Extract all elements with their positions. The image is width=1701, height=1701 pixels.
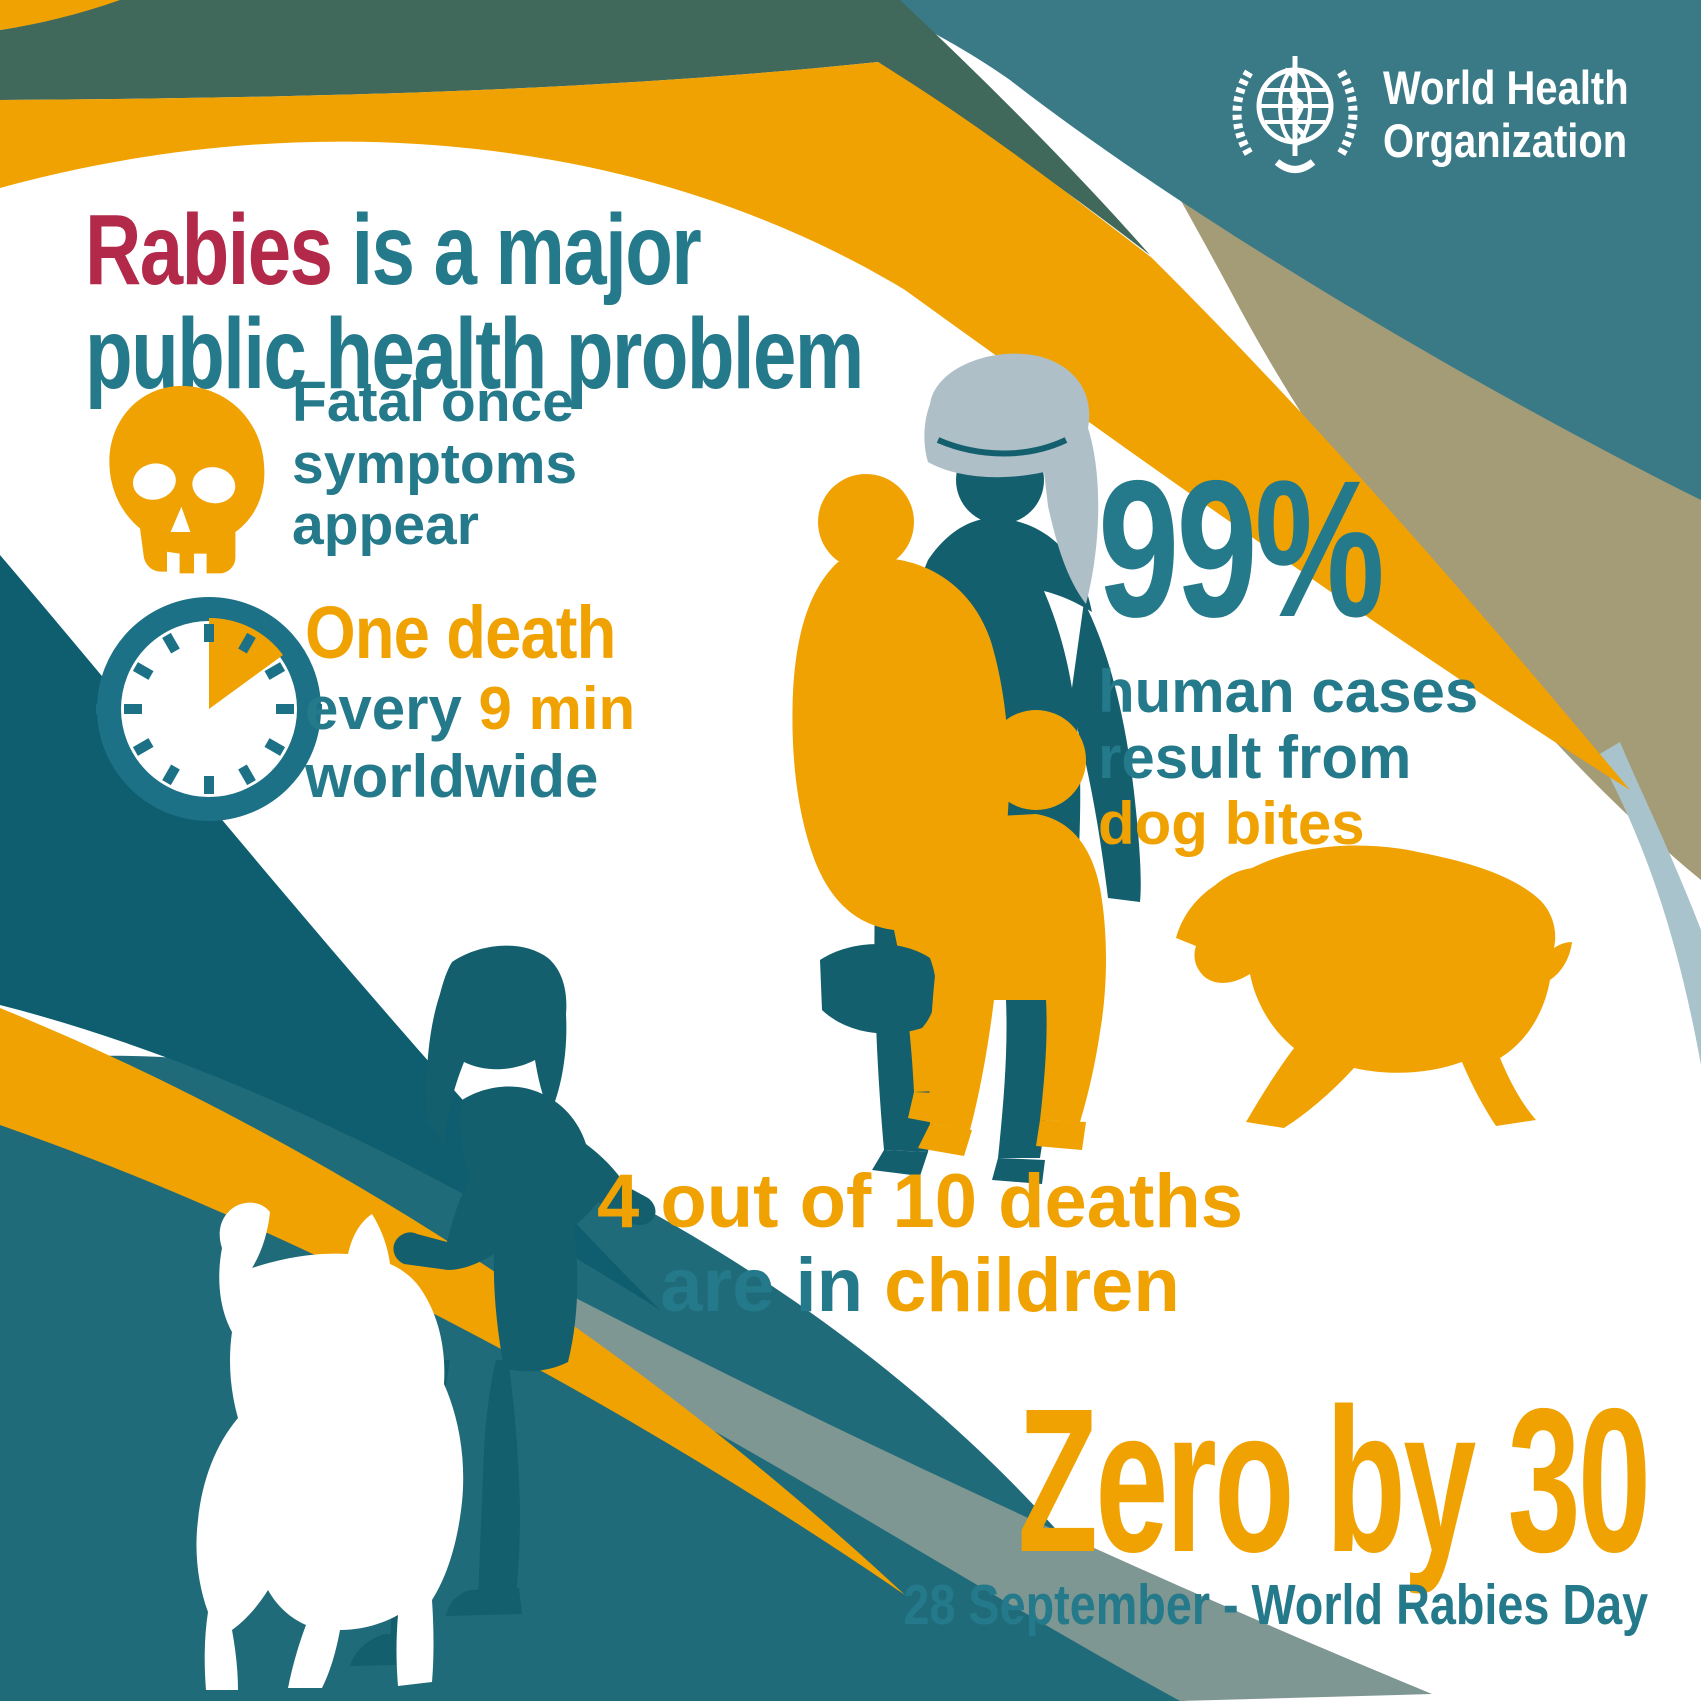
fact-dog-bites: 99% human cases result from dog bites bbox=[1098, 452, 1478, 857]
campaign-slogan: Zero by 30 bbox=[1017, 1366, 1650, 1595]
clock-wedge bbox=[209, 617, 283, 709]
dog-bites-stat: 99% bbox=[1098, 440, 1385, 658]
clock-ticks bbox=[96, 624, 322, 794]
title-highlight-word: Rabies bbox=[85, 194, 333, 306]
mother-hand-under-baby bbox=[820, 943, 937, 1034]
snake bbox=[1283, 67, 1306, 147]
page-title: Rabies is a major public health problem bbox=[85, 198, 864, 410]
corner-orange-sliver bbox=[0, 0, 120, 30]
campaign-date: 28 September - World Rabies Day bbox=[903, 1573, 1648, 1637]
skull-eye-right bbox=[192, 467, 236, 504]
fact-frequency-text: One death every 9 min worldwide bbox=[305, 590, 658, 811]
headscarf-line bbox=[936, 437, 1068, 457]
teal-field bbox=[870, 0, 1701, 500]
fact-fatal-line1: Fatal once bbox=[292, 370, 574, 434]
title-line1-rest: is a major bbox=[331, 194, 702, 306]
baby-head bbox=[818, 474, 914, 570]
children-line2-value: children bbox=[884, 1242, 1180, 1328]
child-head bbox=[986, 710, 1086, 810]
orange-top-swoosh bbox=[0, 62, 1630, 790]
frequency-every-label: every bbox=[305, 675, 479, 742]
dog-bites-lines: human cases result from dog bites bbox=[1098, 659, 1478, 857]
girl-front-leg bbox=[478, 1360, 520, 1600]
frequency-value: 9 min bbox=[478, 675, 636, 742]
dog-bites-line3: dog bites bbox=[1098, 790, 1365, 857]
girl-body-dress bbox=[393, 1086, 656, 1372]
skull-nose bbox=[170, 506, 191, 532]
walking-child-silhouette bbox=[918, 710, 1106, 1156]
dog-bites-line1: human cases bbox=[1098, 658, 1479, 725]
fact-fatal-line2: symptoms bbox=[292, 431, 578, 496]
who-wordmark: World Health Organization bbox=[1383, 61, 1629, 167]
laurel-left bbox=[1232, 69, 1253, 157]
children-line2: are in children bbox=[470, 1242, 1370, 1328]
child-feet bbox=[918, 1120, 1086, 1156]
girl-hair-head bbox=[426, 945, 567, 1146]
fact-frequency-line3: worldwide bbox=[305, 742, 599, 810]
children-line1: 4 out of 10 deaths bbox=[596, 1159, 1244, 1244]
dog-bites-line2: result from bbox=[1098, 724, 1412, 791]
title-line2: public health problem bbox=[85, 298, 864, 410]
skull-icon bbox=[109, 385, 265, 574]
title-line1: Rabies is a major bbox=[85, 198, 863, 302]
who-emblem-icon bbox=[1232, 56, 1358, 173]
fact-fatal-line3: appear bbox=[292, 493, 479, 558]
girl-front-shoe bbox=[446, 1588, 522, 1616]
orange-left-swoosh bbox=[0, 1008, 905, 1595]
laurel-base bbox=[1274, 159, 1316, 173]
sage-band bbox=[545, 1290, 1432, 1701]
fact-frequency-line2: every 9 min bbox=[305, 675, 658, 743]
child-body bbox=[929, 814, 1106, 1130]
headscarf bbox=[924, 353, 1099, 604]
skull-eye-left bbox=[132, 463, 176, 500]
who-name-line2: Organization bbox=[1383, 113, 1628, 167]
clock-icon bbox=[96, 597, 322, 821]
white-dog-body bbox=[196, 1202, 464, 1690]
white-dog-silhouette bbox=[196, 1202, 464, 1690]
mother-arm bbox=[1070, 602, 1141, 902]
fact-fatal-text: Fatal once symptoms appear bbox=[292, 370, 578, 558]
dark-green-band bbox=[0, 0, 1150, 255]
who-name-line1: World Health bbox=[1383, 61, 1629, 114]
laurel-right bbox=[1337, 69, 1358, 157]
children-line2-prefix: are in bbox=[660, 1242, 885, 1328]
mother-shoes bbox=[872, 1150, 1045, 1184]
fact-children: 4 out of 10 deaths are in children bbox=[470, 1160, 1370, 1327]
fact-frequency-headline: One death bbox=[305, 591, 616, 674]
rabid-dog-silhouette bbox=[1176, 845, 1572, 1128]
dark-teal-band bbox=[0, 555, 660, 1310]
